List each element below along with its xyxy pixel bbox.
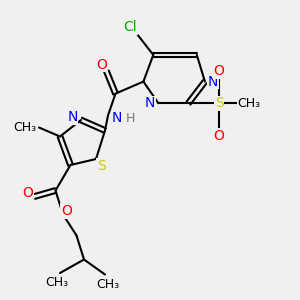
Text: N: N (208, 75, 218, 88)
Text: N: N (112, 112, 122, 125)
Text: O: O (214, 64, 224, 78)
Text: O: O (97, 58, 107, 72)
Text: H: H (126, 112, 135, 125)
Text: CH₃: CH₃ (237, 97, 261, 110)
Text: CH₃: CH₃ (13, 121, 36, 134)
Text: S: S (214, 96, 224, 110)
Text: N: N (68, 110, 78, 124)
Text: O: O (214, 129, 224, 142)
Text: O: O (61, 204, 72, 218)
Text: S: S (97, 159, 106, 172)
Text: Cl: Cl (124, 20, 137, 34)
Text: CH₃: CH₃ (96, 278, 120, 290)
Text: O: O (22, 186, 33, 200)
Text: CH₃: CH₃ (45, 276, 69, 289)
Text: N: N (145, 96, 155, 110)
